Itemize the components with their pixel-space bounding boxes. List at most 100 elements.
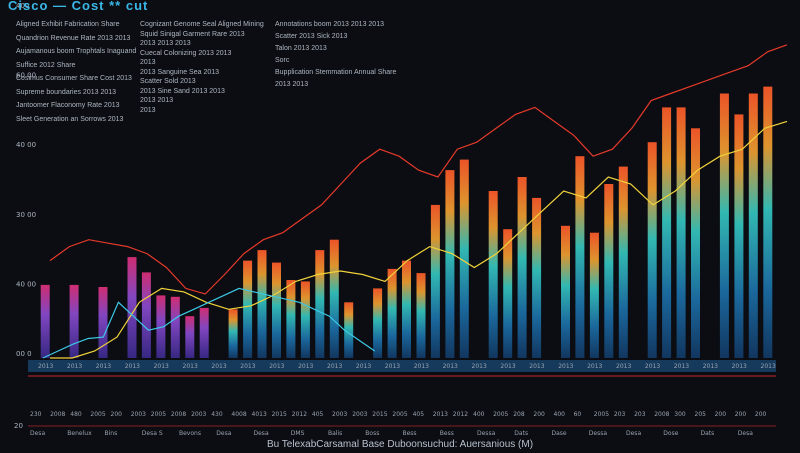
row-value: 208	[513, 411, 525, 418]
note-line: 2013 2013	[275, 81, 309, 88]
row-value: 2003	[131, 411, 146, 418]
bar	[589, 232, 599, 358]
row-value: 2005	[392, 411, 407, 418]
bar	[257, 250, 267, 358]
bar	[69, 284, 79, 358]
row-value: 200	[735, 411, 747, 418]
row-value: 400	[554, 411, 566, 418]
row-label: Desa	[254, 430, 269, 437]
y-tick-label: 400	[16, 2, 29, 10]
note-line: Aligned Exhibit Fabrication Share	[16, 21, 120, 28]
x-tick-label: 2013	[703, 363, 718, 370]
x-tick-label: 2013	[616, 363, 631, 370]
x-tick-label: 2013	[183, 363, 198, 370]
x-tick-label: 2013	[67, 363, 82, 370]
row-value: 400	[473, 411, 485, 418]
x-tick-label: 2013	[414, 363, 429, 370]
bar	[185, 316, 195, 358]
bar	[676, 107, 686, 359]
bar	[459, 159, 469, 358]
bar	[691, 128, 700, 358]
bar	[662, 107, 672, 359]
note-line: 2013 2013	[140, 97, 174, 104]
bar	[272, 262, 281, 358]
x-tick-label: 2013	[327, 363, 342, 370]
bar	[286, 280, 296, 358]
bar	[719, 93, 729, 358]
x-tick-label: 2013	[472, 363, 487, 370]
bar	[127, 257, 137, 358]
y-tick-label: 60 00	[16, 72, 36, 80]
row-value: 2005	[493, 411, 508, 418]
row-label: Desa	[738, 430, 753, 437]
bar	[387, 268, 397, 358]
row-label: Bins	[105, 430, 118, 437]
y-tick-label: 30 00	[16, 211, 36, 219]
row-value: 480	[70, 411, 82, 418]
x-tick-label: 2013	[443, 363, 458, 370]
x-tick-label: 2013	[587, 363, 602, 370]
bar	[199, 307, 209, 358]
x-tick-label: 2013	[558, 363, 573, 370]
row-label: Desa S	[142, 430, 163, 437]
row-value: 230	[30, 411, 42, 418]
x-tick-label: 2013	[298, 363, 313, 370]
series-line	[50, 120, 788, 359]
bar	[40, 284, 50, 358]
note-line: Cuecal Colonizing 2013 2013	[140, 49, 232, 57]
row-value: 2015	[272, 411, 287, 418]
note-line: Scatter Sold 2013	[140, 78, 196, 85]
row-value: 2008	[50, 411, 65, 418]
x-tick-label: 2013	[154, 363, 169, 370]
timeline-strip	[28, 360, 776, 372]
note-line: Suffice 2012 Share	[16, 61, 76, 69]
bar	[488, 191, 498, 358]
row-label: Desa	[626, 430, 641, 437]
row-value: 2012	[453, 411, 468, 418]
row-value: 2008	[654, 411, 669, 418]
row-value: 2005	[90, 411, 105, 418]
row-label: Dessa	[477, 430, 496, 437]
note-line: 2013 Sanguine Sea 2013	[140, 68, 220, 76]
x-tick-label: 2013	[211, 363, 226, 370]
note-line: Supreme boundaries 2013 2013	[16, 88, 117, 96]
bar	[344, 302, 354, 358]
row-value: 203	[614, 411, 626, 418]
row-label: Bess	[440, 430, 454, 437]
note-line: Quandrion Revenue Rate 2013 2013	[16, 34, 131, 42]
row-value: 200	[755, 411, 767, 418]
row-label: Benelux	[67, 430, 92, 437]
x-tick-label: 2013	[269, 363, 284, 370]
left-marker: 20	[14, 422, 23, 430]
row-label: Desa	[30, 430, 45, 437]
note-line: Sorc	[275, 57, 290, 64]
row-value: 430	[211, 411, 223, 418]
row-value: 200	[715, 411, 727, 418]
x-tick-label: 2013	[385, 363, 400, 370]
note-line: Annotations boom 2013 2013 2013	[275, 21, 384, 28]
bar	[243, 260, 253, 358]
row-label: DMS	[291, 430, 305, 437]
bar	[532, 197, 542, 358]
series-line	[49, 44, 788, 295]
row-label: Dase	[552, 430, 567, 437]
note-line: Cognizant Genome Seal Aligned Mining	[140, 21, 264, 28]
row-value: 4013	[252, 411, 267, 418]
bar	[402, 260, 411, 358]
chart-title: Cisco — Cost ** cut	[8, 0, 149, 13]
row-value: 2003	[332, 411, 347, 418]
bar	[517, 177, 527, 358]
note-line: 2013 2013 2013	[140, 40, 191, 47]
note-line: Cosimus Consumer Share Cost 2013	[16, 75, 132, 82]
row-label: Bess	[403, 430, 417, 437]
x-tick-label: 2013	[645, 363, 660, 370]
row-value: 200	[111, 411, 123, 418]
note-line: 2013 Sine Sand 2013 2013	[140, 87, 225, 95]
bar	[575, 156, 585, 358]
row-value: 2003	[352, 411, 367, 418]
note-line: Aujamanous boom Trophtals Inaguand	[16, 48, 137, 55]
row-value: 2005	[594, 411, 609, 418]
note-line: Sleet Generation an Sorrows 2013	[16, 115, 124, 123]
